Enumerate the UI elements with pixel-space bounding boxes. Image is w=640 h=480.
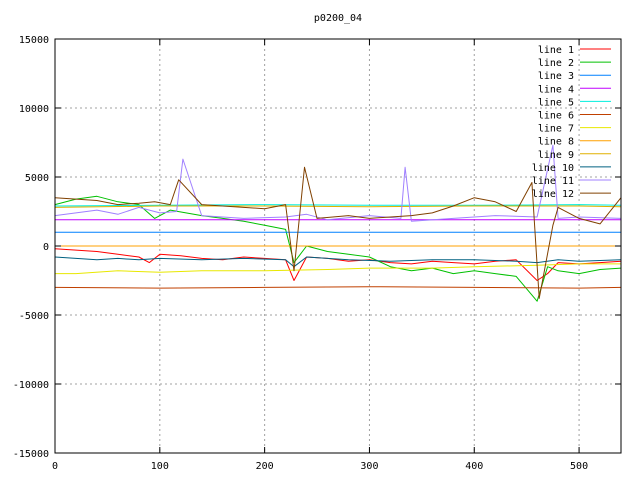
- series-line-12: [54, 166, 622, 299]
- legend-label-9: line 9: [538, 150, 574, 161]
- series-line-7: [55, 263, 621, 275]
- x-tick-label: 200: [256, 461, 274, 472]
- legend-label-8: line 8: [538, 137, 574, 148]
- x-tick-label: 300: [360, 461, 378, 472]
- axis-ticks: 0 100 200 300 400 500 -15000 -10000 -5000 0 5000 10…: [13, 35, 621, 472]
- y-tick-label: 5000: [25, 173, 49, 184]
- y-tick-label: 15000: [19, 35, 49, 46]
- legend-label-10: line 10: [532, 163, 574, 174]
- legend-label-6: line 6: [538, 111, 574, 122]
- x-tick-label: 400: [465, 461, 483, 472]
- legend-label-2: line 2: [538, 58, 574, 69]
- y-tick-label: -5000: [19, 311, 49, 322]
- y-tick-label: 10000: [19, 104, 49, 115]
- legend-label-12: line 12: [532, 189, 574, 200]
- y-tick-label: 0: [43, 242, 49, 253]
- plot-series: [54, 144, 622, 302]
- series-line-10: [54, 256, 622, 268]
- legend-label-5: line 5: [538, 97, 574, 108]
- legend-label-1: line 1: [538, 45, 574, 56]
- legend-label-4: line 4: [538, 84, 574, 95]
- x-tick-label: 500: [570, 461, 588, 472]
- series-line-5: [54, 204, 622, 207]
- legend-label-11: line 11: [532, 176, 574, 187]
- x-tick-label: 0: [52, 461, 58, 472]
- x-tick-label: 100: [151, 461, 169, 472]
- series-line-6: [54, 286, 622, 289]
- legend: line 1 line 2 line 3 line 4 line 5 line 6 line…: [532, 45, 611, 200]
- legend-label-7: line 7: [538, 124, 574, 135]
- chart-title: p0200_04: [314, 13, 362, 24]
- y-tick-label: -10000: [13, 380, 49, 391]
- legend-label-3: line 3: [538, 71, 574, 82]
- series-line-9: [54, 205, 622, 208]
- y-tick-label: -15000: [13, 449, 49, 460]
